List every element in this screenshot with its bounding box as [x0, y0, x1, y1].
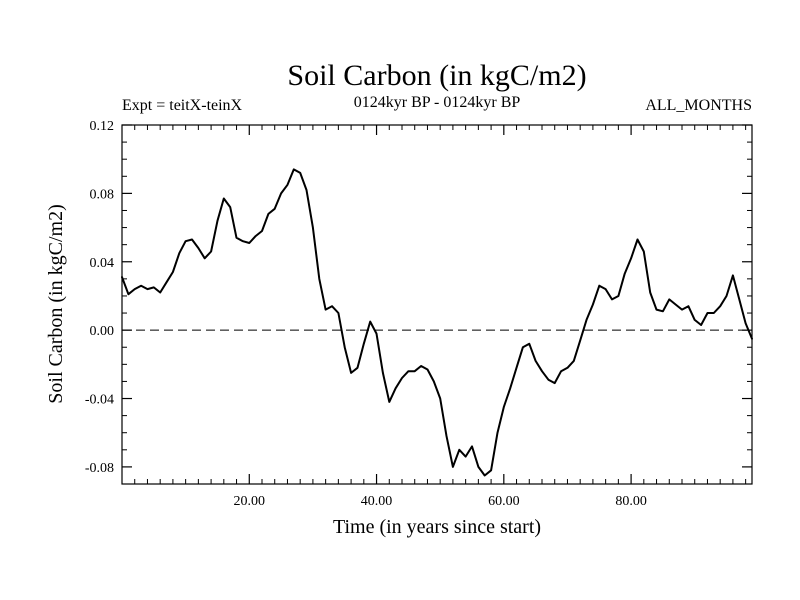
- plot-frame: [121, 124, 753, 485]
- y-tick-label: -0.04: [85, 393, 114, 408]
- x-tick-label: 40.00: [361, 494, 393, 509]
- y-tick-label: 0.04: [90, 256, 115, 271]
- plot-area: 20.00 40.00 60.00 80.00 0.12 0.08 0.04 0.00 -0.0…: [85, 119, 753, 509]
- season-label: ALL_MONTHS: [645, 97, 752, 114]
- chart-subtitle: 0124kyr BP - 0124kyr BP: [354, 94, 521, 111]
- x-axis-label: Time (in years since start): [333, 516, 541, 538]
- x-tick-label: 80.00: [615, 494, 647, 509]
- y-axis-label: Soil Carbon (in kgC/m2): [45, 204, 67, 403]
- x-tick-label: 60.00: [488, 494, 520, 509]
- y-tick-label: -0.08: [85, 461, 114, 476]
- chart-title: Soil Carbon (in kgC/m2): [287, 59, 586, 92]
- soil-carbon-series-line: [121, 168, 753, 477]
- y-tick-label: 0.12: [90, 119, 115, 134]
- y-tick-label: 0.08: [90, 187, 115, 202]
- y-tick-label: 0.00: [90, 324, 115, 339]
- experiment-label: Expt = teitX-teinX: [122, 97, 243, 114]
- x-tick-label: 20.00: [234, 494, 266, 509]
